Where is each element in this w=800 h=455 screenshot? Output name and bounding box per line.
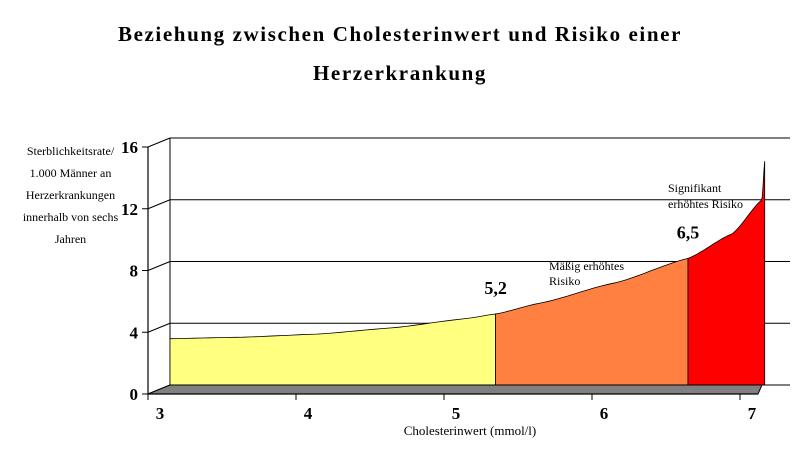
x-tick-label: 6 bbox=[600, 404, 609, 423]
zone-label-significant: erhöhtes Risiko bbox=[668, 197, 743, 211]
side-wall-gridline bbox=[147, 137, 171, 148]
y-tick-label: 16 bbox=[121, 138, 138, 157]
side-wall-gridline bbox=[147, 261, 171, 271]
y-axis-label: Sterblichkeitsrate/ 1.000 Männer an Herz… bbox=[8, 140, 133, 250]
area-zone bbox=[495, 257, 689, 386]
y-axis-label-line: Sterblichkeitsrate/ bbox=[26, 144, 115, 158]
chart-title-line-2: Herzerkrankung bbox=[312, 61, 488, 85]
zone-label-moderate: Risiko bbox=[549, 274, 580, 288]
y-axis-label-line: 1.000 Männer an bbox=[29, 166, 112, 180]
x-tick-label: 3 bbox=[156, 404, 165, 423]
chart-areas bbox=[169, 161, 766, 386]
zone-label-significant: Signifikant bbox=[668, 181, 722, 195]
x-tick-label: 4 bbox=[304, 404, 313, 423]
y-axis-label-line: Herzerkrankungen bbox=[25, 188, 116, 202]
threshold-marker: 5,2 bbox=[484, 278, 507, 298]
y-axis-label-line: Jahren bbox=[54, 232, 87, 246]
threshold-marker: 6,5 bbox=[677, 222, 700, 242]
x-tick-label: 5 bbox=[452, 404, 461, 423]
area-zone bbox=[687, 161, 766, 386]
chart-axes bbox=[142, 146, 763, 400]
y-tick-label: 8 bbox=[130, 262, 139, 281]
y-tick-label: 0 bbox=[130, 385, 139, 404]
x-tick-label: 7 bbox=[748, 404, 757, 423]
y-tick-label: 4 bbox=[130, 323, 139, 342]
floor-plane bbox=[147, 384, 763, 395]
side-wall-gridline bbox=[147, 199, 171, 210]
area-zone bbox=[169, 313, 496, 386]
x-axis-label: Cholesterinwert (mmol/l) bbox=[404, 423, 537, 438]
chart-title-line-1: Beziehung zwischen Cholesterinwert und R… bbox=[117, 22, 682, 46]
y-tick-label: 12 bbox=[121, 200, 138, 219]
side-wall-gridline bbox=[147, 322, 171, 333]
chart-labels: 0 4 8 12 16 3 4 5 6 7 Cholesterinwert (mmol/l) 5,2 6… bbox=[121, 138, 757, 438]
zone-label-moderate: Mäßig erhöhtes bbox=[549, 259, 624, 273]
y-axis-label-line: innerhalb von sechs bbox=[22, 210, 119, 224]
